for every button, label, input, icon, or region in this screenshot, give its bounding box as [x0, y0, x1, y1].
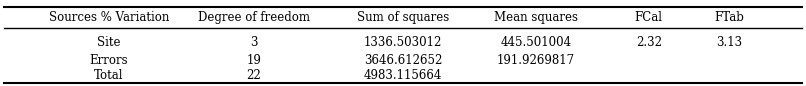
Text: 3.13: 3.13 [717, 36, 742, 50]
Text: Sources % Variation: Sources % Variation [48, 11, 169, 24]
Text: 1336.503012: 1336.503012 [364, 36, 442, 50]
Text: Errors: Errors [89, 54, 128, 67]
Text: FTab: FTab [714, 11, 745, 24]
Text: 19: 19 [247, 54, 261, 67]
Text: Total: Total [94, 69, 123, 82]
Text: Site: Site [97, 36, 121, 50]
Text: 3646.612652: 3646.612652 [364, 54, 442, 67]
Text: 4983.115664: 4983.115664 [364, 69, 442, 82]
Text: 22: 22 [247, 69, 261, 82]
Text: FCal: FCal [635, 11, 663, 24]
Text: 445.501004: 445.501004 [501, 36, 571, 50]
Text: Sum of squares: Sum of squares [357, 11, 449, 24]
Text: 2.32: 2.32 [636, 36, 662, 50]
Text: 191.9269817: 191.9269817 [497, 54, 575, 67]
Text: Degree of freedom: Degree of freedom [198, 11, 310, 24]
Text: Mean squares: Mean squares [494, 11, 578, 24]
Text: 3: 3 [250, 36, 258, 50]
